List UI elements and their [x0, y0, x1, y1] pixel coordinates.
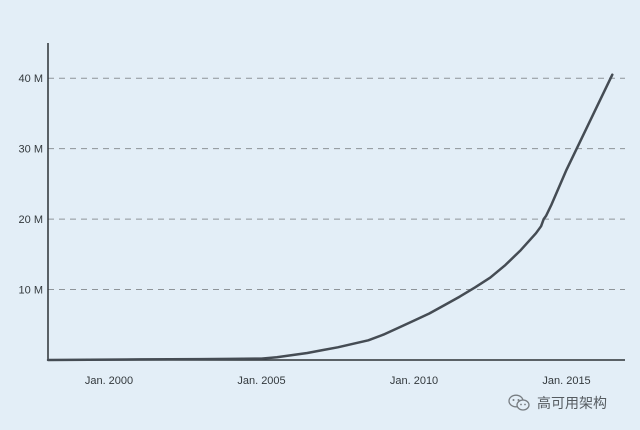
watermark-text: 高可用架构 — [537, 395, 607, 412]
x-tick-label: Jan. 2015 — [542, 375, 590, 387]
y-tick-labels: 10 M 20 M 30 M 40 M — [19, 73, 43, 296]
x-tick-label: Jan. 2000 — [85, 375, 133, 387]
wechat-icon — [508, 394, 530, 411]
x-tick-labels: Jan. 2000 Jan. 2005 Jan. 2010 Jan. 2015 — [85, 375, 591, 387]
y-tick-label: 30 M — [19, 144, 43, 156]
x-tick-label: Jan. 2005 — [237, 375, 285, 387]
y-tick-label: 40 M — [19, 73, 43, 85]
series-line — [46, 73, 614, 362]
y-tick-label: 20 M — [19, 214, 43, 226]
x-tick-label: Jan. 2010 — [390, 375, 438, 387]
y-tick-label: 10 M — [19, 285, 43, 297]
gridlines — [48, 77, 625, 291]
watermark: 高可用架构 — [508, 394, 607, 412]
